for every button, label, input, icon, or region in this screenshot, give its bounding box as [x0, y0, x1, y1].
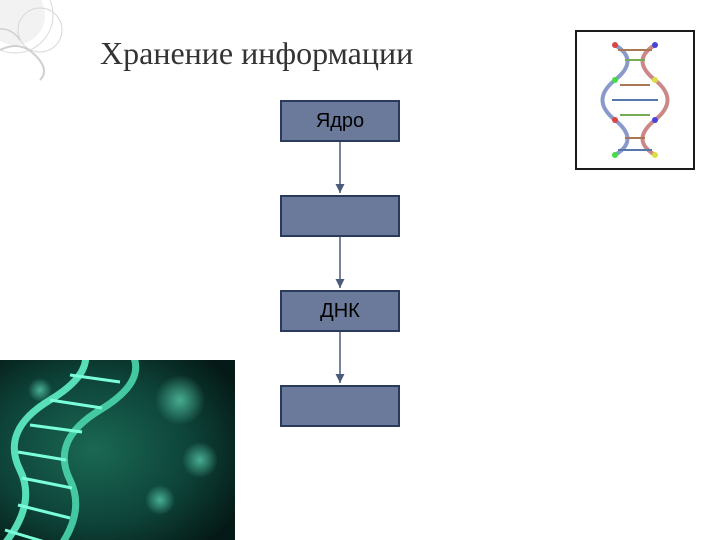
corner-decoration [0, 0, 100, 100]
flow-box-empty-1 [280, 195, 400, 237]
flow-box-label: ДНК [320, 300, 360, 323]
dna-helix-icon [590, 40, 680, 160]
flow-box-dnk: ДНК [280, 290, 400, 332]
flow-box-empty-2 [280, 385, 400, 427]
flow-box-yadro: Ядро [280, 100, 400, 142]
dna-helix-box [575, 30, 695, 170]
flow-box-label: Ядро [316, 110, 364, 133]
dna-background-image [0, 360, 235, 540]
page-title: Хранение информации [100, 35, 413, 72]
